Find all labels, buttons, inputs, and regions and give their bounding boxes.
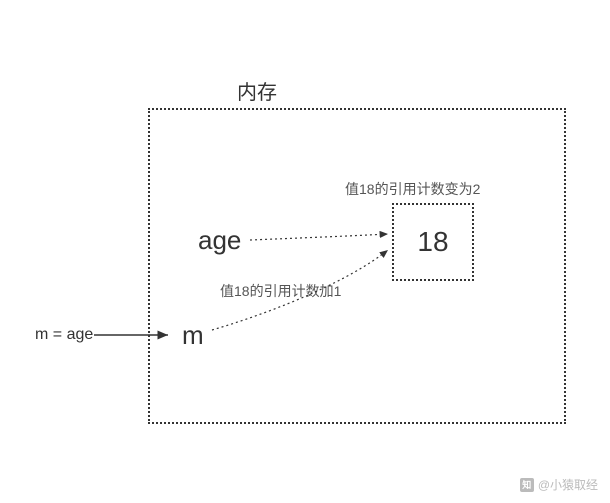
watermark-text: @小猿取经 <box>538 476 598 493</box>
watermark: 知 @小猿取经 <box>520 476 598 493</box>
variable-age: age <box>198 225 241 256</box>
annotation-refcount-plus1: 值18的引用计数加1 <box>220 281 341 301</box>
zhihu-icon: 知 <box>520 478 534 492</box>
variable-m: m <box>182 320 204 351</box>
value-box: 18 <box>392 203 474 281</box>
memory-label: 内存 <box>237 76 277 105</box>
annotation-refcount-2: 值18的引用计数变为2 <box>345 179 480 199</box>
memory-box <box>148 108 566 424</box>
assignment-statement: m = age <box>35 326 93 344</box>
value-text: 18 <box>417 226 448 258</box>
